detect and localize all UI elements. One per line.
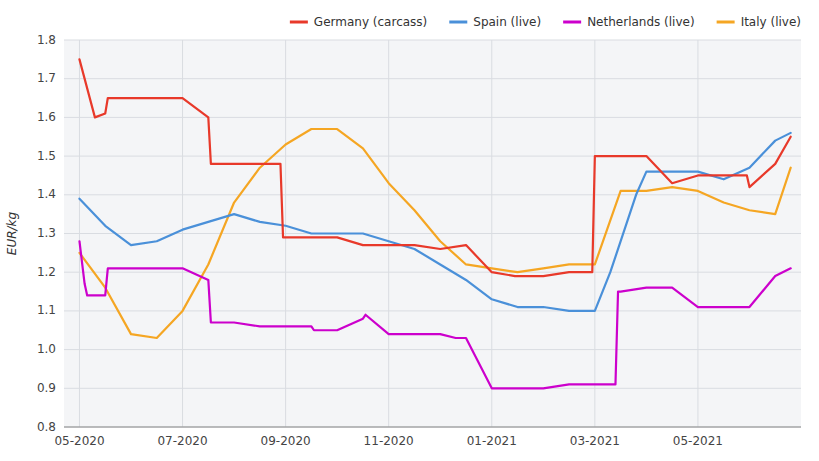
y-grid-line: [64, 310, 801, 311]
legend-label: Italy (live): [741, 15, 801, 29]
y-grid-line: [64, 40, 801, 41]
y-grid-line: [64, 427, 801, 428]
y-tick-label: 1.0: [37, 342, 56, 356]
y-grid-line: [64, 272, 801, 273]
y-tick-label: 1.3: [37, 226, 56, 240]
x-tick-label: 01-2021: [467, 434, 517, 448]
axes: 0.8 0.9 1.0 1.1 1.2 1.3 1.4 1.5 1.6 1.7 1.8 05-2020…: [37, 33, 801, 449]
y-tick-label: 1.7: [37, 71, 56, 85]
y-tick-label: 1.6: [37, 110, 56, 124]
y-tick-label: 1.1: [37, 303, 56, 317]
x-grid-line: [388, 40, 389, 427]
x-tick-label: 05-2020: [54, 434, 104, 448]
y-grid-line: [64, 388, 801, 389]
legend-swatch: [717, 21, 735, 24]
x-axis-line: [64, 427, 801, 428]
series-line: [79, 129, 790, 338]
legend-label: Netherlands (live): [587, 15, 694, 29]
x-grid-line: [697, 40, 698, 427]
x-grid-line: [594, 40, 595, 427]
x-tick-label: 11-2020: [364, 434, 414, 448]
legend-swatch: [449, 21, 467, 24]
y-tick-label: 1.4: [37, 187, 56, 201]
legend-swatch: [563, 21, 581, 24]
x-grid-line: [491, 40, 492, 427]
grid: [64, 40, 801, 427]
x-tick-label: 05-2021: [673, 434, 723, 448]
y-tick-label: 1.8: [37, 33, 56, 47]
y-tick-label: 0.8: [37, 420, 56, 434]
legend-item: Netherlands (live): [563, 15, 694, 29]
y-grid-line: [64, 117, 801, 118]
y-tick-label: 0.9: [37, 381, 56, 395]
series-line: [79, 241, 790, 388]
legend-item: Germany (carcass): [290, 15, 427, 29]
y-axis-label: EUR/kg: [5, 211, 19, 255]
legend-label: Germany (carcass): [314, 15, 427, 29]
legend-swatch: [290, 21, 308, 24]
y-grid-line: [64, 194, 801, 195]
series-line: [79, 133, 790, 311]
x-tick-label: 07-2020: [157, 434, 207, 448]
legend: Germany (carcass) Spain (live) Netherlands…: [290, 15, 801, 29]
x-grid-line: [285, 40, 286, 427]
legend-item: Italy (live): [717, 15, 801, 29]
y-grid-line: [64, 349, 801, 350]
legend-item: Spain (live): [449, 15, 541, 29]
y-grid-line: [64, 156, 801, 157]
legend-label: Spain (live): [473, 15, 541, 29]
y-tick-label: 1.2: [37, 265, 56, 279]
y-tick-label: 1.5: [37, 149, 56, 163]
x-grid-line: [79, 40, 80, 427]
x-tick-label: 03-2021: [570, 434, 620, 448]
series-line: [79, 59, 790, 276]
plot-background: [64, 40, 801, 427]
y-grid-line: [64, 78, 801, 79]
chart: 0.8 0.9 1.0 1.1 1.2 1.3 1.4 1.5 1.6 1.7 1.8 05-2020…: [0, 0, 819, 461]
x-tick-label: 09-2020: [261, 434, 311, 448]
lines: [79, 59, 790, 388]
